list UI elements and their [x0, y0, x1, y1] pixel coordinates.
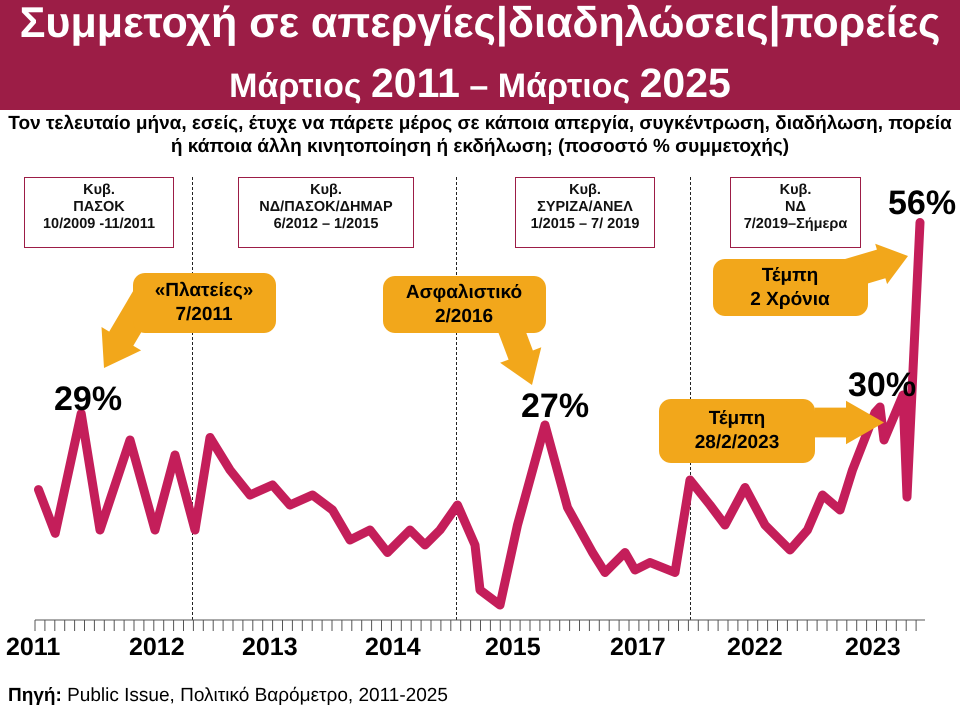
svg-text:«Πλατείες»: «Πλατείες» — [155, 280, 254, 301]
svg-text:7/2011: 7/2011 — [175, 304, 232, 325]
svg-text:2 Χρόνια: 2 Χρόνια — [750, 289, 830, 310]
svg-text:56%: 56% — [888, 184, 956, 222]
svg-text:Ασφαλιστικό: Ασφαλιστικό — [406, 282, 522, 303]
svg-text:2/2016: 2/2016 — [435, 306, 493, 327]
svg-text:Τέμπη: Τέμπη — [709, 408, 766, 429]
svg-text:29%: 29% — [54, 380, 122, 418]
svg-text:27%: 27% — [521, 387, 589, 425]
svg-text:30%: 30% — [848, 366, 916, 404]
svg-text:28/2/2023: 28/2/2023 — [695, 432, 780, 453]
svg-text:Τέμπη: Τέμπη — [762, 265, 819, 286]
